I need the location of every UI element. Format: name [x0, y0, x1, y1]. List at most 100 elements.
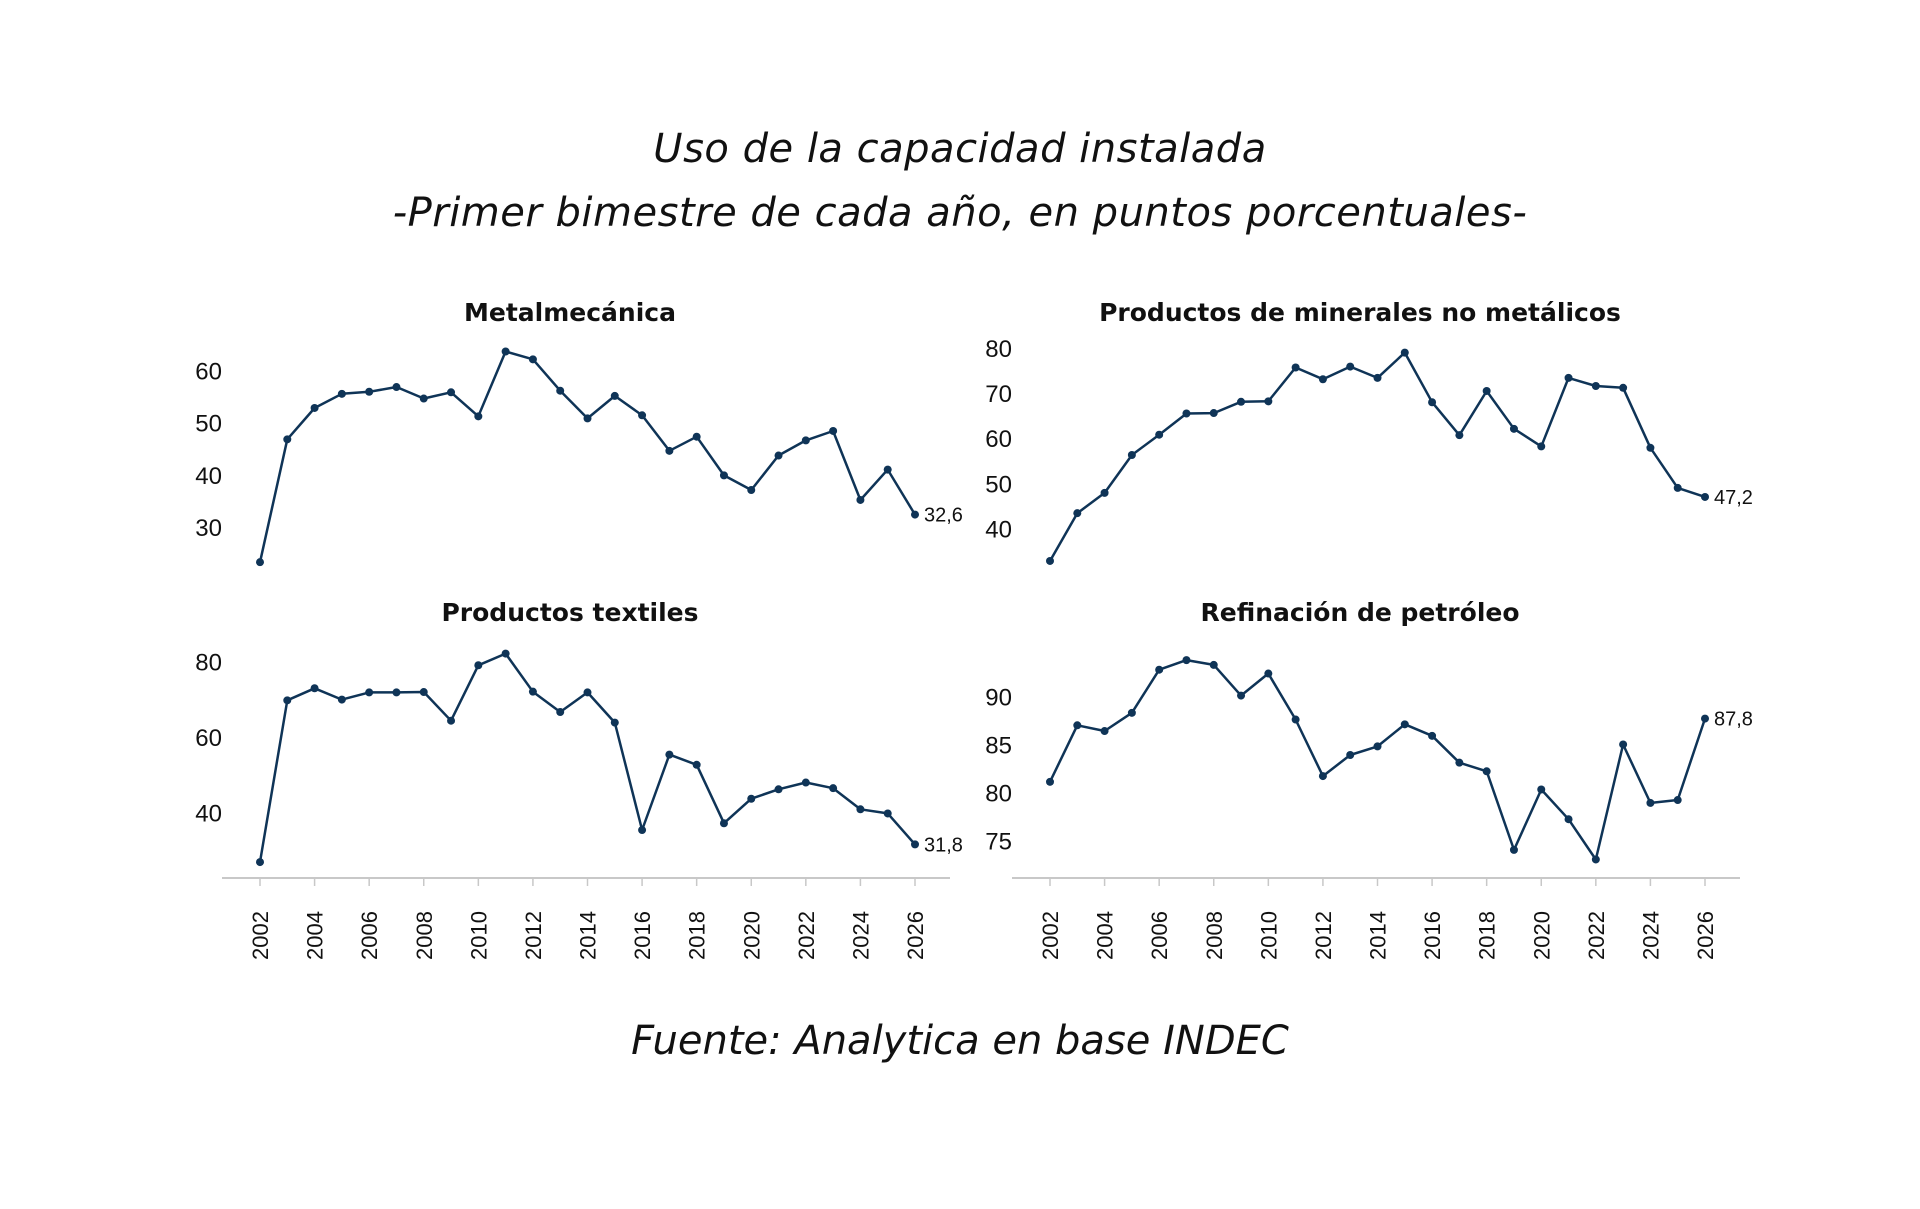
data-point-marker	[747, 794, 756, 803]
y-tick-label: 80	[985, 780, 1012, 807]
data-point-marker	[692, 760, 701, 769]
data-point-marker	[419, 688, 428, 697]
end-value-label: 87,8	[1714, 709, 1753, 731]
data-point-marker	[911, 840, 919, 849]
data-point-marker	[474, 412, 483, 421]
data-point-marker	[1482, 386, 1491, 395]
data-point-marker	[801, 778, 810, 787]
panel-productos-textiles: Productos textiles 40 60 80 2002 2004 2006 200…	[170, 590, 970, 980]
data-point-marker	[1373, 742, 1382, 751]
data-point-marker	[1537, 442, 1546, 451]
data-point-marker	[883, 809, 892, 818]
x-tick-label: 2010	[1256, 911, 1281, 960]
data-point-marker	[310, 403, 319, 412]
data-point-marker	[1373, 373, 1382, 382]
x-tick-label: 2022	[1584, 911, 1609, 960]
data-point-marker	[610, 718, 619, 727]
x-tick-label: 2010	[466, 911, 491, 960]
data-point-marker	[1346, 362, 1355, 371]
data-point-marker	[638, 826, 647, 835]
data-point-marker	[1673, 483, 1682, 492]
data-point-marker	[692, 432, 701, 441]
data-point-marker	[583, 688, 592, 697]
data-point-marker	[1127, 451, 1136, 459]
y-tick-label: 90	[985, 685, 1012, 712]
data-point-marker	[310, 684, 319, 693]
data-point-marker	[1673, 796, 1682, 805]
chart-subtitle: -Primer bimestre de cada año, en puntos …	[392, 190, 1528, 236]
x-tick-label: 2026	[903, 911, 928, 960]
data-point-marker	[1591, 855, 1600, 864]
data-point-marker	[774, 451, 783, 460]
x-tick-label: 2008	[412, 911, 437, 960]
y-tick-label: 50	[195, 411, 222, 438]
data-point-marker	[1264, 397, 1273, 406]
y-tick-label: 30	[195, 515, 222, 542]
data-point-marker	[1646, 798, 1655, 807]
data-point-marker	[1428, 398, 1437, 407]
data-point-marker	[829, 784, 838, 793]
data-point-marker	[1046, 777, 1054, 786]
data-point-marker	[1155, 665, 1164, 674]
data-point-marker	[856, 495, 865, 504]
data-point-marker	[1127, 708, 1136, 717]
x-tick-label: 2014	[1366, 911, 1391, 960]
data-point-marker	[1537, 785, 1546, 794]
panel-metalmecanica: Metalmecánica 30 40 50 60 32,6	[170, 290, 970, 590]
end-value-label: 47,2	[1714, 487, 1753, 509]
data-point-marker	[283, 696, 292, 705]
chart-title: Uso de la capacidad instalada	[653, 126, 1267, 172]
data-point-marker	[419, 394, 428, 403]
data-point-marker	[392, 688, 401, 697]
line-plot-minerales: 40 50 60 70 80 47,2	[985, 336, 1753, 565]
data-point-marker	[583, 414, 592, 423]
data-point-marker	[1155, 430, 1164, 439]
data-point-marker	[528, 355, 537, 364]
end-value-label: 32,6	[924, 505, 963, 527]
data-point-marker	[556, 708, 565, 717]
data-point-marker	[665, 446, 674, 455]
data-point-marker	[1237, 397, 1246, 406]
panel-title: Metalmecánica	[464, 298, 676, 327]
y-tick-label: 50	[985, 471, 1012, 498]
x-tick-label: 2018	[685, 911, 710, 960]
x-tick-label: 2006	[1147, 911, 1172, 960]
y-tick-label: 40	[195, 463, 222, 490]
y-tick-label: 60	[195, 358, 222, 385]
x-tick-label: 2012	[521, 911, 546, 960]
x-tick-label: 2022	[794, 911, 819, 960]
data-point-marker	[719, 471, 728, 480]
data-point-marker	[256, 858, 264, 867]
panel-title: Productos textiles	[441, 598, 699, 627]
data-point-marker	[1318, 375, 1327, 384]
x-tick-label: 2020	[1529, 911, 1554, 960]
data-point-marker	[392, 383, 401, 392]
y-tick-label: 60	[195, 725, 222, 752]
data-point-marker	[1046, 556, 1054, 565]
data-series-line	[1048, 351, 1706, 562]
data-point-marker	[1564, 815, 1573, 824]
x-tick-label: 2002	[248, 911, 273, 960]
data-point-marker	[1701, 492, 1709, 501]
data-point-marker	[1209, 409, 1218, 418]
data-point-marker	[1482, 767, 1491, 776]
data-series-line	[1048, 658, 1707, 861]
data-series-line	[258, 350, 917, 563]
x-tick-label: 2004	[1093, 911, 1118, 960]
data-point-marker	[1100, 727, 1109, 736]
data-point-marker	[1237, 691, 1246, 700]
data-point-marker	[337, 389, 346, 398]
data-point-marker	[747, 486, 756, 495]
y-tick-label: 80	[985, 336, 1012, 363]
data-point-marker	[256, 558, 264, 567]
data-point-marker	[1509, 845, 1518, 854]
data-point-marker	[1073, 509, 1082, 518]
x-tick-label: 2016	[630, 911, 655, 960]
data-point-marker	[1100, 488, 1109, 497]
data-point-marker	[501, 649, 510, 658]
line-plot-textiles: 40 60 80 2002 2004 2006 2008 2010 2012 2014 2016 20…	[195, 649, 963, 960]
y-tick-label: 85	[985, 732, 1012, 759]
data-point-marker	[1619, 740, 1628, 749]
x-tick-label: 2014	[576, 911, 601, 960]
data-point-marker	[283, 435, 292, 444]
